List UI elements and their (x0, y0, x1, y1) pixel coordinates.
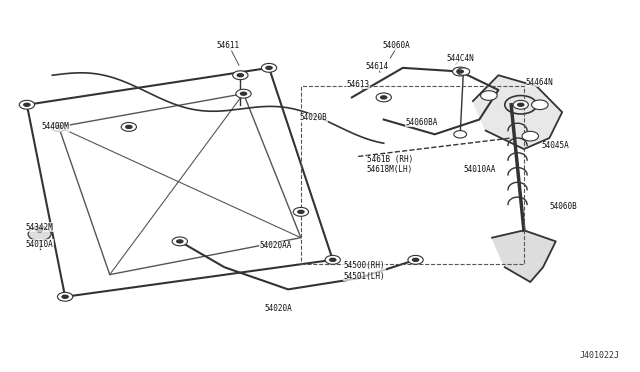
Circle shape (172, 237, 188, 246)
Circle shape (125, 125, 132, 129)
Circle shape (522, 131, 539, 141)
Text: 54614: 54614 (366, 61, 389, 71)
Text: 544C4N: 544C4N (446, 54, 474, 63)
Text: 54010AA: 54010AA (463, 165, 495, 174)
Text: 54020A: 54020A (265, 304, 292, 313)
Text: 54060B: 54060B (550, 202, 577, 211)
Circle shape (454, 131, 467, 138)
Circle shape (233, 71, 248, 80)
Circle shape (61, 295, 69, 299)
Circle shape (481, 91, 497, 100)
Circle shape (36, 228, 44, 232)
Circle shape (28, 227, 51, 241)
Text: 54611: 54611 (216, 41, 239, 50)
Circle shape (329, 258, 337, 262)
Circle shape (293, 208, 308, 216)
Circle shape (513, 100, 529, 109)
Text: 54010A: 54010A (26, 240, 54, 249)
Circle shape (32, 226, 47, 235)
Circle shape (121, 122, 136, 131)
Circle shape (325, 256, 340, 264)
Text: 54613: 54613 (347, 80, 370, 89)
Circle shape (297, 210, 305, 214)
Text: 54045A: 54045A (542, 141, 570, 150)
Text: 54342M: 54342M (26, 223, 54, 232)
Text: 54464N: 54464N (526, 78, 554, 87)
Circle shape (237, 73, 244, 77)
Circle shape (51, 122, 67, 131)
Text: 5461B (RH)
54618M(LH): 5461B (RH) 54618M(LH) (367, 155, 413, 174)
Circle shape (456, 69, 464, 74)
Polygon shape (473, 75, 562, 149)
Circle shape (55, 125, 63, 129)
Text: 54060A: 54060A (383, 41, 410, 50)
Circle shape (19, 100, 35, 109)
Text: 54400M: 54400M (42, 122, 69, 131)
Circle shape (380, 95, 388, 100)
Text: 54020B: 54020B (300, 113, 328, 122)
Text: 54060BA: 54060BA (406, 118, 438, 126)
Circle shape (23, 103, 31, 107)
Circle shape (452, 67, 468, 76)
Circle shape (261, 63, 276, 72)
Circle shape (376, 93, 392, 102)
Circle shape (236, 89, 251, 98)
Circle shape (240, 92, 247, 96)
Circle shape (265, 65, 273, 70)
Circle shape (517, 103, 525, 107)
Text: 54500(RH)
54501(LH): 54500(RH) 54501(LH) (344, 261, 385, 280)
Circle shape (176, 239, 184, 244)
Circle shape (412, 258, 419, 262)
Polygon shape (492, 230, 556, 282)
Circle shape (58, 292, 73, 301)
Text: 54020AA: 54020AA (259, 241, 292, 250)
Bar (301, 86, 524, 263)
Text: J401022J: J401022J (579, 350, 620, 359)
Circle shape (532, 100, 548, 110)
Circle shape (408, 256, 423, 264)
Circle shape (457, 68, 470, 75)
